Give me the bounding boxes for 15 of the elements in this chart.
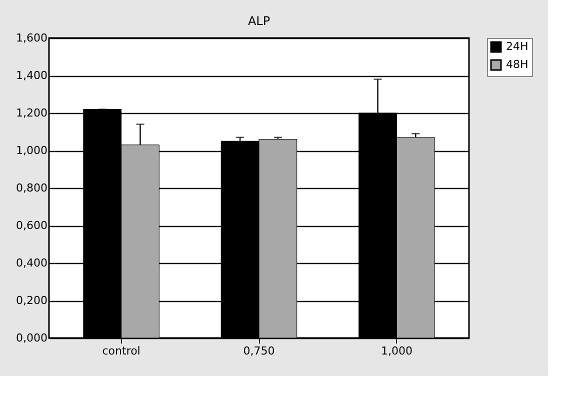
y-tick-label: 0,000 [16,332,48,344]
x-tick-label: 0,750 [243,344,275,358]
y-tick-label: 1,400 [16,69,48,82]
y-tick-label: 0,400 [16,256,48,270]
legend-label: 48H [506,58,528,71]
legend-label: 24H [506,40,528,53]
y-tick-label: 1,200 [16,106,48,120]
y-tick-label: 0,800 [16,182,48,194]
chart-title: ALP [248,14,270,28]
y-tick-label: 0,600 [16,219,48,232]
y-tick-label: 1,000 [16,144,48,157]
y-tick-label: 0,200 [16,294,48,307]
x-tick-label: control [102,344,140,358]
x-tick-label: 1,000 [380,344,412,358]
y-tick-label: 1,600 [16,32,48,44]
